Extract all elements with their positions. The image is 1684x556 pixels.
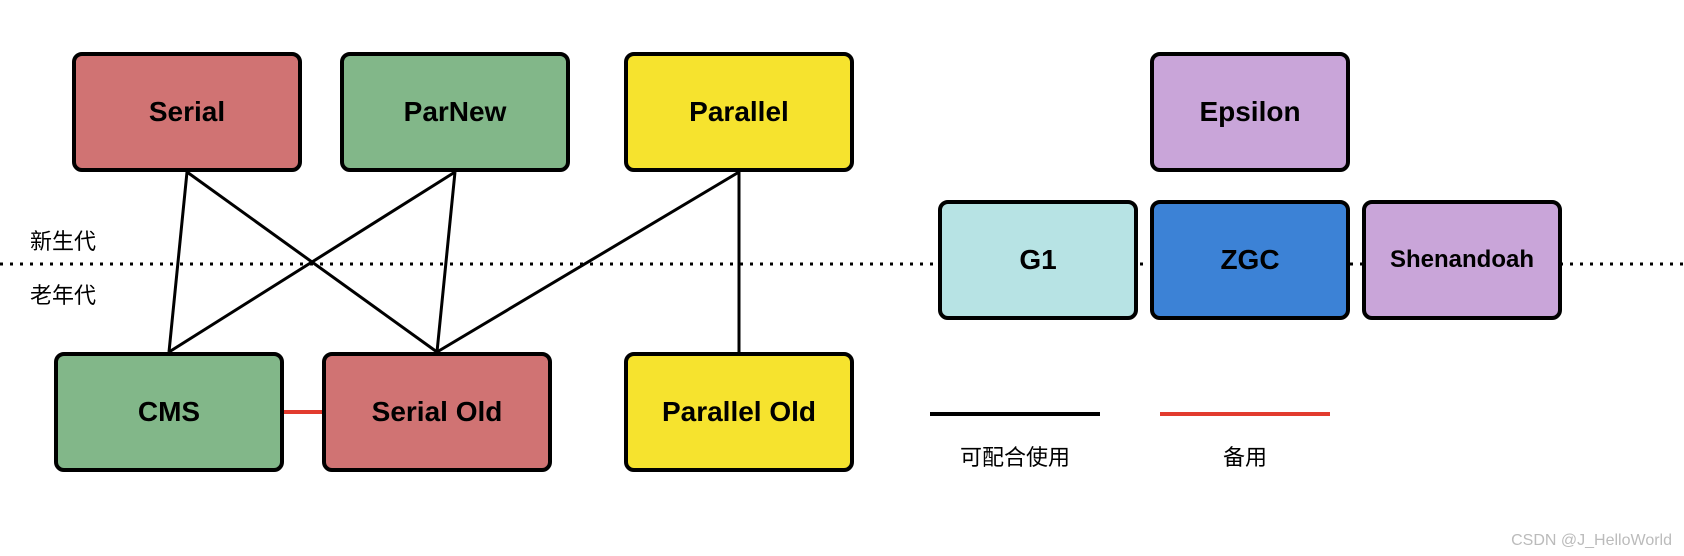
node-g1-label: G1 — [1019, 244, 1056, 276]
node-parallelold: Parallel Old — [624, 352, 854, 472]
legend-text-backup: 备用 — [1160, 440, 1330, 472]
node-epsilon: Epsilon — [1150, 52, 1350, 172]
node-serialold: Serial Old — [322, 352, 552, 472]
node-epsilon-label: Epsilon — [1199, 96, 1300, 128]
node-parallel: Parallel — [624, 52, 854, 172]
edge-serial-cms — [169, 172, 187, 352]
edge-parnew-serialold — [437, 172, 455, 352]
label-old-gen: 老年代 — [30, 278, 96, 310]
node-shenandoah-label: Shenandoah — [1390, 246, 1534, 274]
node-serialold-label: Serial Old — [372, 396, 503, 428]
legend-text-combine: 可配合使用 — [930, 440, 1100, 472]
node-g1: G1 — [938, 200, 1138, 320]
node-shenandoah: Shenandoah — [1362, 200, 1562, 320]
node-parallelold-label: Parallel Old — [662, 396, 816, 428]
diagram-canvas: Serial ParNew Parallel CMS Serial Old Paralle… — [0, 0, 1684, 556]
edge-parnew-cms — [169, 172, 455, 352]
node-serial-label: Serial — [149, 96, 225, 128]
node-parnew: ParNew — [340, 52, 570, 172]
node-cms-label: CMS — [138, 396, 200, 428]
label-old-gen-text: 老年代 — [30, 283, 96, 308]
node-zgc-label: ZGC — [1220, 244, 1279, 276]
watermark: CSDN @J_HelloWorld — [1511, 532, 1672, 550]
legend-line-backup — [1160, 412, 1330, 416]
node-zgc: ZGC — [1150, 200, 1350, 320]
node-serial: Serial — [72, 52, 302, 172]
node-parnew-label: ParNew — [404, 96, 507, 128]
watermark-text: CSDN @J_HelloWorld — [1511, 532, 1672, 549]
label-young-gen-text: 新生代 — [30, 229, 96, 254]
node-cms: CMS — [54, 352, 284, 472]
legend-text-combine-label: 可配合使用 — [960, 445, 1070, 470]
legend-text-backup-label: 备用 — [1223, 445, 1267, 470]
edge-serial-serialold — [187, 172, 437, 352]
legend-line-combine — [930, 412, 1100, 416]
node-parallel-label: Parallel — [689, 96, 789, 128]
label-young-gen: 新生代 — [30, 224, 96, 256]
edge-parallel-serialold — [437, 172, 739, 352]
